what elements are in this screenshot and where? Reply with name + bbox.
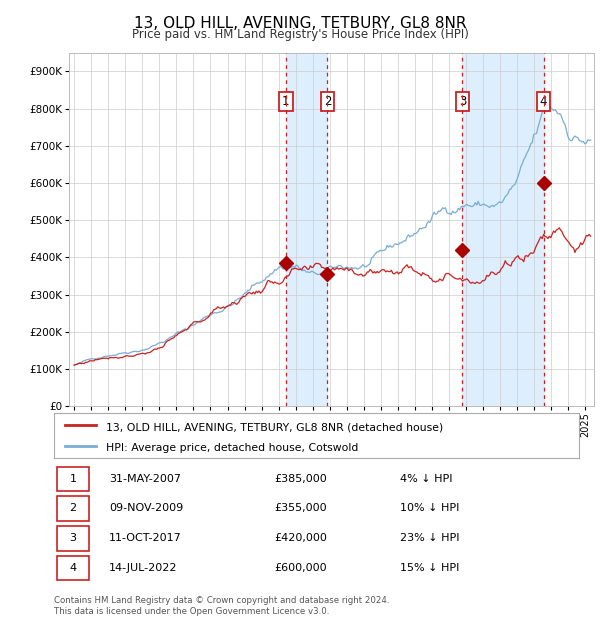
Text: 14-JUL-2022: 14-JUL-2022 [109,563,178,573]
Text: 4: 4 [540,95,547,107]
Text: 3: 3 [459,95,466,107]
Text: £420,000: £420,000 [275,533,328,543]
Text: 4: 4 [70,563,76,573]
Text: Price paid vs. HM Land Registry's House Price Index (HPI): Price paid vs. HM Land Registry's House … [131,28,469,41]
Text: 31-MAY-2007: 31-MAY-2007 [109,474,181,484]
Text: £355,000: £355,000 [275,503,327,513]
Text: £385,000: £385,000 [275,474,327,484]
Text: 15% ↓ HPI: 15% ↓ HPI [401,563,460,573]
FancyBboxPatch shape [56,556,89,580]
Text: 10% ↓ HPI: 10% ↓ HPI [401,503,460,513]
FancyBboxPatch shape [56,467,89,491]
Text: 09-NOV-2009: 09-NOV-2009 [109,503,184,513]
Text: HPI: Average price, detached house, Cotswold: HPI: Average price, detached house, Cots… [107,443,359,453]
Text: 1: 1 [282,95,290,107]
Text: 4% ↓ HPI: 4% ↓ HPI [401,474,453,484]
Text: 2: 2 [70,503,76,513]
Text: 11-OCT-2017: 11-OCT-2017 [109,533,182,543]
FancyBboxPatch shape [56,497,89,521]
Text: 3: 3 [70,533,76,543]
Bar [463,53,544,406]
Text: 2: 2 [323,95,331,107]
Text: 13, OLD HILL, AVENING, TETBURY, GL8 8NR (detached house): 13, OLD HILL, AVENING, TETBURY, GL8 8NR … [107,422,444,432]
Text: This data is licensed under the Open Government Licence v3.0.: This data is licensed under the Open Gov… [54,607,329,616]
Text: Contains HM Land Registry data © Crown copyright and database right 2024.: Contains HM Land Registry data © Crown c… [54,596,389,604]
Text: 23% ↓ HPI: 23% ↓ HPI [401,533,460,543]
FancyBboxPatch shape [56,526,89,551]
Text: £600,000: £600,000 [275,563,327,573]
Text: 1: 1 [70,474,76,484]
Text: 13, OLD HILL, AVENING, TETBURY, GL8 8NR: 13, OLD HILL, AVENING, TETBURY, GL8 8NR [134,16,466,30]
Bar [286,53,328,406]
